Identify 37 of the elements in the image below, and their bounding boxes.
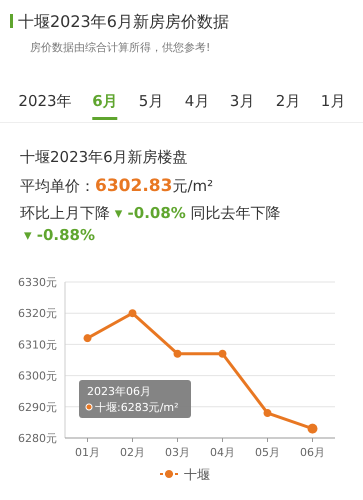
- text: 6月: [92, 92, 118, 120]
- x-tick-label: 06月: [300, 446, 325, 459]
- chart-subtitle: 房价数据由综合计算所得，供您参考!: [30, 40, 210, 55]
- text: 2023年: [18, 92, 72, 111]
- point: [84, 334, 92, 342]
- text: 十堰2023年6月新房楼盘: [20, 148, 188, 166]
- x-tick-label: 02月: [120, 446, 145, 459]
- chart-title: 十堰2023年6月新房房价数据: [18, 12, 229, 31]
- x-tick-label: 01月: [75, 446, 100, 459]
- text: 平均单价：: [20, 177, 95, 195]
- text: 5月: [138, 92, 164, 111]
- x-tick-label: 05月: [255, 446, 280, 459]
- text: 元/m²: [172, 177, 214, 195]
- text: 2月: [276, 92, 300, 111]
- text: 6302.83: [95, 176, 172, 196]
- y-tick-label: 6280元: [18, 432, 57, 445]
- annotation: 十堰:6283元/m²: [95, 401, 179, 414]
- point: [218, 350, 226, 358]
- y-tick-label: 6300元: [18, 370, 57, 383]
- text: ▾ -0.88%: [24, 226, 96, 244]
- y-tick-label: 6330元: [18, 276, 57, 289]
- text: 4月: [184, 92, 210, 111]
- point: [128, 309, 136, 318]
- x-tick-label: 03月: [165, 446, 190, 459]
- text: 同比去年下降: [190, 204, 281, 222]
- y-tick-label: 6290元: [18, 400, 57, 414]
- point: [264, 409, 272, 418]
- x-tick-label: 04月: [210, 446, 235, 459]
- y-tick-label: 6320元: [18, 307, 57, 320]
- y-tick-label: 6310元: [18, 338, 57, 352]
- legend-label: 十堰: [184, 468, 210, 483]
- point: [174, 350, 182, 358]
- text: 1月: [320, 92, 346, 111]
- text: 3月: [230, 92, 254, 111]
- text: 环比上月下降: [20, 204, 111, 222]
- annotation: 2023年06月: [87, 385, 151, 398]
- text: ▾ -0.08%: [114, 204, 186, 222]
